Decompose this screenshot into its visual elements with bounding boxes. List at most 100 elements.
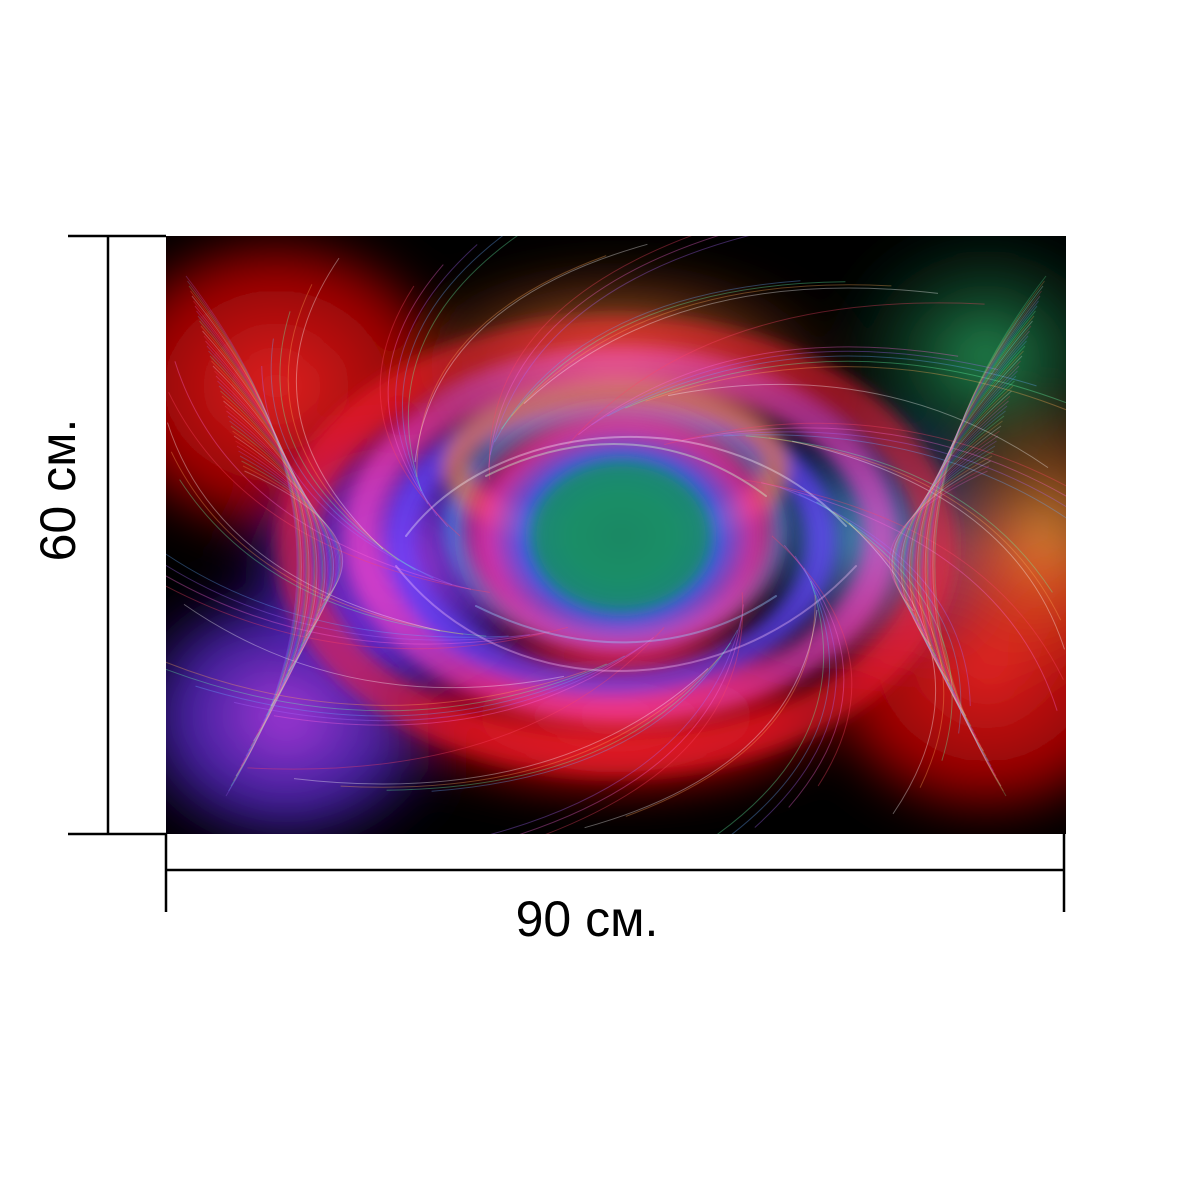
light-strand xyxy=(212,365,318,707)
light-strand xyxy=(488,236,719,468)
light-strand xyxy=(905,405,1008,667)
light-strand xyxy=(519,604,744,834)
light-strand xyxy=(200,325,309,747)
light-strand xyxy=(910,385,1014,687)
light-strand xyxy=(924,320,1033,752)
light-strand xyxy=(168,392,490,593)
light-strand xyxy=(218,385,322,687)
light-strand xyxy=(920,340,1027,732)
light-strand xyxy=(199,320,308,752)
light-strand xyxy=(545,592,744,834)
light-strand xyxy=(206,345,313,727)
width-label: 90 см. xyxy=(515,891,659,947)
light-strand xyxy=(224,405,327,667)
light-strand xyxy=(664,422,1066,487)
light-strand xyxy=(242,465,342,607)
light-strand xyxy=(934,275,1047,797)
light-strand xyxy=(798,493,962,734)
light-strand xyxy=(904,410,1006,662)
light-strand xyxy=(295,257,384,550)
light-strand xyxy=(166,553,509,638)
light-strand xyxy=(584,609,818,829)
light-strand xyxy=(895,445,996,627)
light-strand xyxy=(166,585,568,650)
light-strand xyxy=(745,435,1053,593)
light-strand xyxy=(931,290,1042,782)
light-strand xyxy=(848,522,937,815)
light-strand xyxy=(922,330,1030,742)
light-strand xyxy=(928,305,1038,767)
light-strand xyxy=(892,455,993,617)
light-strand xyxy=(193,300,303,772)
light-strand xyxy=(760,482,1058,711)
light-strand xyxy=(233,435,335,637)
light-strand xyxy=(261,365,453,586)
light-strand xyxy=(896,440,997,632)
light-strand xyxy=(490,616,743,834)
light-strand xyxy=(488,236,692,480)
light-strand xyxy=(682,427,1066,497)
light-strand xyxy=(625,594,816,817)
light-strand xyxy=(217,380,321,692)
light-strand xyxy=(273,637,654,726)
light-strand xyxy=(833,511,945,788)
height-label: 60 см. xyxy=(30,418,86,562)
light-strand xyxy=(907,395,1011,677)
light-strand xyxy=(897,435,999,637)
light-strand xyxy=(221,395,325,677)
light-strand xyxy=(668,383,1049,469)
light-strand xyxy=(187,280,299,792)
light-strand xyxy=(917,355,1023,717)
light-strand xyxy=(236,445,337,627)
light-strand xyxy=(185,275,298,797)
light-strand xyxy=(287,284,399,561)
light-strand xyxy=(716,580,824,834)
light-strand xyxy=(926,310,1036,762)
light-strand xyxy=(227,415,329,657)
light-strand xyxy=(431,629,739,792)
light-strand xyxy=(183,603,564,689)
light-strand xyxy=(783,544,845,808)
light-strand xyxy=(912,375,1017,697)
light-strand xyxy=(166,661,587,706)
light-strand xyxy=(233,646,641,722)
light-strand xyxy=(196,310,306,762)
light-strand xyxy=(379,285,461,537)
light-strand xyxy=(244,470,343,602)
light-strand xyxy=(779,486,971,707)
light-strand xyxy=(414,243,648,463)
light-strand xyxy=(166,575,550,645)
light-strand xyxy=(889,470,988,602)
light-strand xyxy=(921,335,1029,737)
light-strand xyxy=(340,655,722,788)
light-strand xyxy=(742,479,1064,680)
light-strand xyxy=(890,465,990,607)
light-strand xyxy=(929,300,1039,772)
light-strand xyxy=(229,420,331,652)
light-strand xyxy=(899,430,1000,642)
light-strand xyxy=(387,264,449,528)
light-strand xyxy=(510,284,892,417)
light-strand xyxy=(190,290,301,782)
light-strand xyxy=(925,315,1035,757)
light-strand xyxy=(232,430,333,642)
light-strand xyxy=(247,626,665,770)
light-strand xyxy=(293,668,709,785)
light-strand xyxy=(923,325,1032,747)
light-strand xyxy=(523,287,939,404)
light-strand xyxy=(578,346,959,435)
light-strand xyxy=(930,295,1041,777)
light-strand xyxy=(919,345,1026,727)
light-strand xyxy=(731,567,831,834)
light-strand xyxy=(913,370,1018,702)
light-strand xyxy=(226,410,328,662)
light-strand xyxy=(903,415,1005,657)
light-strand xyxy=(203,335,311,737)
light-strand xyxy=(386,642,732,791)
light-strand xyxy=(493,280,801,443)
light-strand xyxy=(166,564,530,641)
light-strand xyxy=(223,400,326,672)
light-strand xyxy=(567,302,985,446)
light-strand xyxy=(917,350,1024,722)
